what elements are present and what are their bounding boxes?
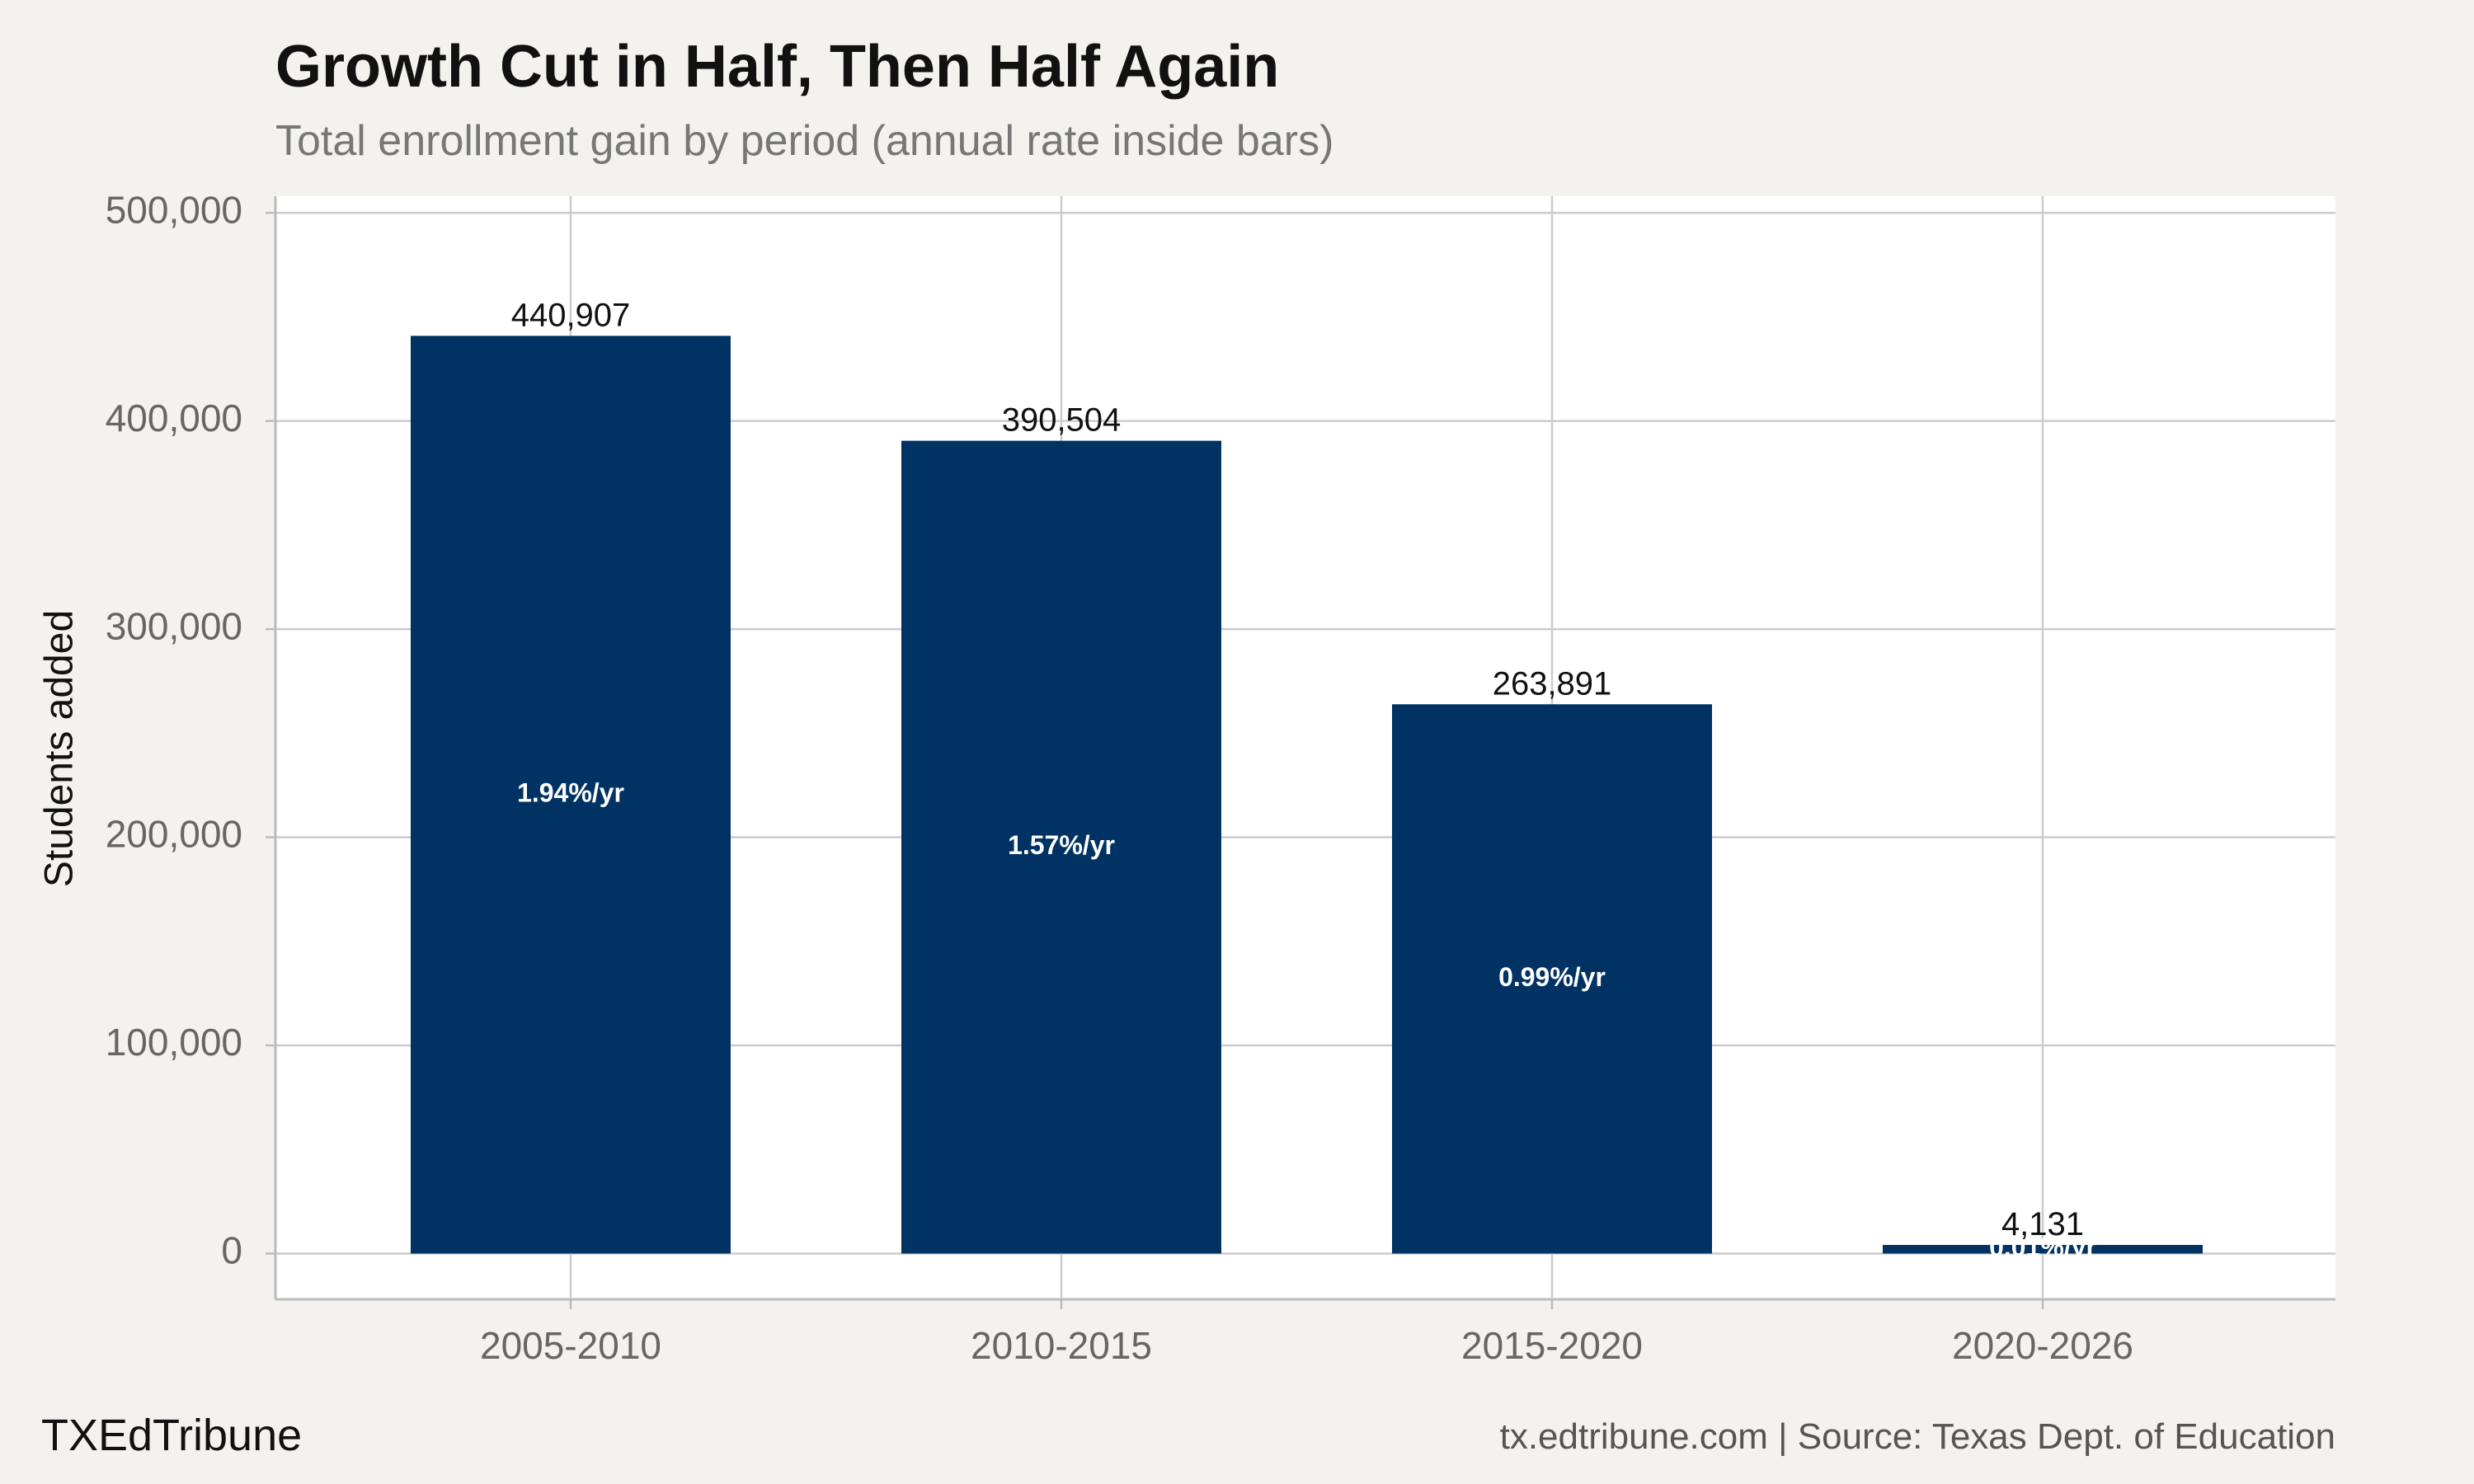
value-label: 4,131 [2001, 1206, 2084, 1242]
rate-label: 0.99%/yr [1498, 962, 1606, 992]
chart-subtitle: Total enrollment gain by period (annual … [275, 117, 1334, 165]
y-tick-label: 300,000 [106, 604, 242, 647]
bar [1392, 704, 1712, 1254]
x-tick-label: 2020-2026 [1952, 1324, 2133, 1367]
rate-label: 1.94%/yr [517, 777, 624, 807]
x-tick-label: 2010-2015 [971, 1324, 1152, 1367]
chart-title: Growth Cut in Half, Then Half Again [275, 34, 1280, 100]
brand-logo-text: TXEdTribune [41, 1411, 303, 1460]
bar [411, 336, 731, 1254]
value-label: 263,891 [1493, 665, 1612, 702]
x-tick-label: 2005-2010 [480, 1324, 661, 1367]
y-tick-label: 500,000 [106, 188, 242, 231]
rate-label: 1.57%/yr [1008, 830, 1115, 860]
bar [901, 440, 1221, 1254]
y-tick-label: 0 [221, 1229, 242, 1272]
source-caption: tx.edtribune.com | Source: Texas Dept. o… [1499, 1416, 2335, 1457]
value-label: 440,907 [511, 297, 631, 333]
y-tick-label: 100,000 [106, 1021, 242, 1064]
data-labels: 440,907 1.94%/yr 390,504 1.57%/yr 263,891 0.9… [511, 297, 2096, 1261]
value-label: 390,504 [1002, 402, 1122, 439]
y-tick-label: 200,000 [106, 813, 242, 856]
rate-label: 0.01%/yr [1989, 1233, 2096, 1262]
x-tick-label: 2015-2020 [1461, 1324, 1643, 1367]
bars [411, 336, 2203, 1254]
y-tick-label: 400,000 [106, 397, 242, 439]
axes: 0 100,000 200,000 300,000 400,000 500,000 2005… [106, 188, 2335, 1367]
bar [1883, 1245, 2203, 1254]
